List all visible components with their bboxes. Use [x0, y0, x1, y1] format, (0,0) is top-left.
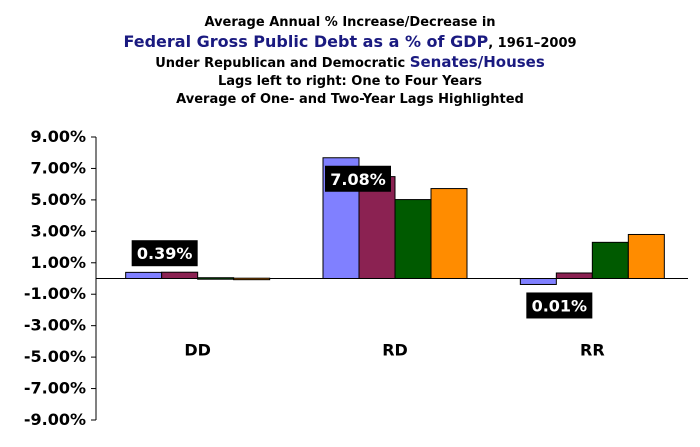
title-line-1: Average Annual % Increase/Decrease in [204, 15, 496, 30]
bar-rd-lag4 [430, 188, 468, 280]
annotation-label: 0.01% [532, 296, 588, 315]
bar-dd-lag1 [125, 271, 163, 280]
y-tick-label: -7.00% [24, 379, 86, 398]
annotation-label: 0.39% [137, 244, 193, 263]
title-years: , 1961–2009 [488, 36, 577, 51]
category-label: DD [184, 341, 211, 360]
bar-rr-lag3 [591, 241, 629, 279]
category-label: RD [382, 341, 408, 360]
y-tick-label: 5.00% [30, 190, 86, 209]
title-line-3: Under Republican and Democratic Senates/… [0, 53, 700, 73]
bar-rd-lag2 [358, 176, 396, 279]
title-line-4: Lags left to right: One to Four Years [217, 74, 483, 89]
y-tick-label: 7.00% [30, 158, 86, 177]
y-tick-label: 3.00% [30, 221, 86, 240]
subtitle-highlight: Senates/Houses [409, 53, 545, 71]
category-label: RR [580, 341, 605, 360]
plot-area: 9.00% 7.00% 5.00% 3.00% 1.00% -1.00% -3.00% -5.… [24, 127, 688, 429]
annotation-label: 7.08% [330, 170, 386, 189]
annotation-box [131, 240, 198, 267]
title-line-5: Average of One- and Two-Year Lags Highli… [176, 92, 524, 107]
annotation-box [526, 292, 593, 319]
bar-rd-lag3 [394, 199, 432, 279]
bar-dd-lag3 [197, 277, 235, 280]
y-tick-label: -3.00% [24, 316, 86, 335]
chart-titles: Average Annual % Increase/Decrease in Fe… [0, 14, 700, 109]
y-tick-label: -5.00% [24, 347, 86, 366]
y-tick-label: -1.00% [24, 284, 86, 303]
bar-dd-lag2 [161, 271, 199, 280]
bar-rr-lag1 [519, 278, 557, 285]
title-main: Federal Gross Public Debt as a % of GDP [123, 32, 489, 51]
bar-dd-lag4 [233, 277, 271, 281]
bar-rr-lag4 [627, 233, 665, 280]
subtitle-prefix: Under Republican and Democratic [155, 56, 410, 71]
bar-rr-lag2 [555, 272, 593, 280]
title-line-2: Federal Gross Public Debt as a % of GDP,… [0, 32, 700, 53]
annotation-box [325, 165, 391, 192]
y-tick-label: 1.00% [30, 253, 86, 272]
y-tick-label: -9.00% [24, 410, 86, 429]
y-tick-label: 9.00% [30, 127, 86, 146]
